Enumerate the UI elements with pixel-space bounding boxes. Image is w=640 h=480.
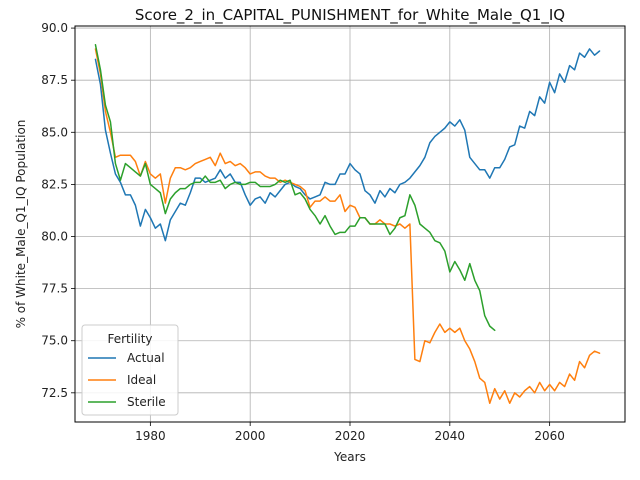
y-tick-label: 72.5 bbox=[41, 386, 68, 400]
y-tick-label: 90.0 bbox=[41, 21, 68, 35]
series-lines bbox=[94, 44, 601, 404]
series-line-sterile bbox=[94, 44, 496, 332]
legend-box bbox=[81, 324, 179, 416]
y-tick-label: 85.0 bbox=[41, 125, 68, 139]
series-line-ideal bbox=[94, 48, 601, 404]
series-line-actual bbox=[94, 48, 601, 242]
y-tick-label: 77.5 bbox=[41, 282, 68, 296]
y-axis-label: % of White_Male_Q1_IQ Population bbox=[14, 120, 28, 329]
y-tick-label: 87.5 bbox=[41, 73, 68, 87]
chart-title: Score_2_in_CAPITAL_PUNISHMENT_for_White_… bbox=[135, 6, 565, 25]
x-tick-label: 2060 bbox=[534, 429, 565, 443]
x-tick-label: 2000 bbox=[235, 429, 266, 443]
y-axis-ticks: 72.5 75.0 77.5 80.0 82.5 85.0 87.5 90.0 bbox=[41, 21, 75, 400]
x-axis-label: Years bbox=[333, 450, 366, 464]
legend-label-ideal: Ideal bbox=[127, 373, 156, 387]
legend-label-actual: Actual bbox=[127, 351, 165, 365]
legend: Fertility Actual Ideal Sterile bbox=[81, 324, 179, 416]
legend-title: Fertility bbox=[107, 332, 152, 346]
x-axis-ticks: 1980 2000 2020 2040 2060 bbox=[135, 422, 565, 443]
x-tick-label: 1980 bbox=[135, 429, 166, 443]
y-tick-label: 82.5 bbox=[41, 177, 68, 191]
y-tick-label: 80.0 bbox=[41, 230, 68, 244]
legend-label-sterile: Sterile bbox=[127, 395, 166, 409]
x-tick-label: 2040 bbox=[435, 429, 466, 443]
y-tick-label: 75.0 bbox=[41, 334, 68, 348]
x-tick-label: 2020 bbox=[335, 429, 366, 443]
